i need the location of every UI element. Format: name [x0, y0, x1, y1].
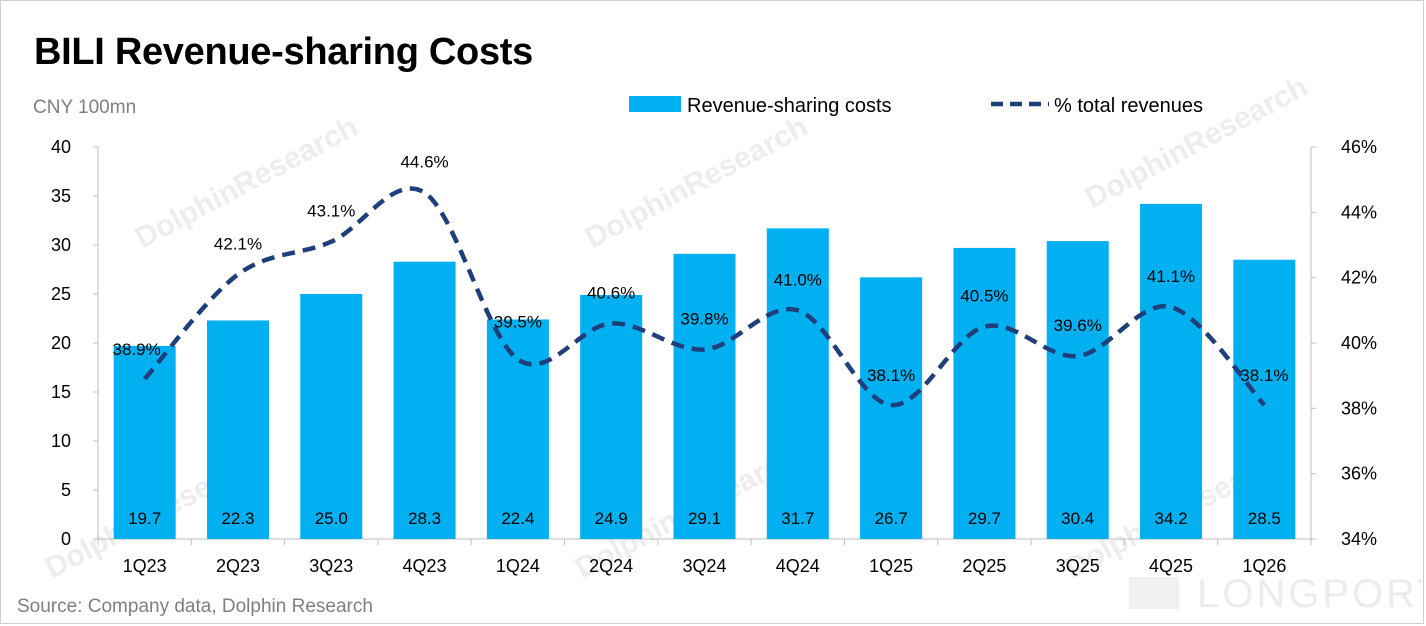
- y-left-tick-label: 25: [51, 284, 71, 304]
- y-left-tick-label: 5: [61, 480, 71, 500]
- pct-data-label: 40.6%: [587, 283, 635, 302]
- bar-data-label: 28.3: [408, 509, 441, 528]
- pct-data-label: 38.1%: [1240, 366, 1288, 385]
- x-tick-label: 1Q26: [1242, 556, 1286, 576]
- bar: [300, 294, 363, 539]
- bars-layer: [113, 203, 1296, 539]
- source-note: Source: Company data, Dolphin Research: [17, 596, 373, 617]
- x-tick-label: 3Q25: [1056, 556, 1100, 576]
- pct-data-label: 43.1%: [307, 202, 355, 221]
- bar: [1233, 259, 1296, 539]
- watermark-text: DolphinResearch: [1080, 70, 1313, 215]
- pct-data-label: 42.1%: [214, 234, 262, 253]
- y-left-tick-label: 40: [51, 137, 71, 157]
- x-tick-label: 4Q24: [776, 556, 820, 576]
- bar: [1046, 241, 1109, 539]
- y-left-tick-label: 30: [51, 235, 71, 255]
- y-right-tick-label: 46%: [1341, 137, 1377, 157]
- bar-data-label: 26.7: [875, 509, 908, 528]
- x-tick-label: 3Q24: [682, 556, 726, 576]
- bar-data-label: 24.9: [595, 509, 628, 528]
- x-tick-label: 1Q23: [123, 556, 167, 576]
- bar-data-label: 25.0: [315, 509, 348, 528]
- y-right-tick-label: 34%: [1341, 529, 1377, 549]
- brand-logo-icon: [1129, 577, 1179, 609]
- x-tick-label: 2Q25: [962, 556, 1006, 576]
- y-right-tick-label: 36%: [1341, 464, 1377, 484]
- bar-data-label: 29.1: [688, 509, 721, 528]
- legend-bar-label: Revenue-sharing costs: [687, 95, 892, 117]
- y-left-tick-label: 10: [51, 431, 71, 451]
- x-tick-label: 3Q23: [309, 556, 353, 576]
- bar-data-label: 30.4: [1061, 509, 1094, 528]
- bar: [1140, 203, 1203, 539]
- bar: [580, 294, 643, 539]
- x-tick-label: 4Q23: [403, 556, 447, 576]
- bar-data-label: 22.4: [501, 509, 534, 528]
- bar-data-label: 31.7: [781, 509, 814, 528]
- y-left-tick-label: 15: [51, 382, 71, 402]
- y-right-tick-label: 44%: [1341, 202, 1377, 222]
- pct-data-label: 38.9%: [113, 340, 161, 359]
- labels-layer: 19.7 22.3 25.0 28.3 22.4 24.9 29.1 31.7 26.7 29.7…: [113, 153, 1289, 528]
- pct-data-label: 39.6%: [1054, 316, 1102, 335]
- pct-data-label: 39.8%: [680, 310, 728, 329]
- watermark-text: DolphinResearch: [130, 110, 363, 255]
- y-right-tick-label: 42%: [1341, 268, 1377, 288]
- legend-bar-swatch: [629, 96, 681, 112]
- chart-title: BILI Revenue-sharing Costs: [34, 31, 533, 73]
- line-layer: [142, 186, 1267, 408]
- unit-label: CNY 100mn: [33, 97, 137, 118]
- legend: Revenue-sharing costs % total revenues: [629, 95, 1203, 117]
- pct-data-label: 38.1%: [867, 366, 915, 385]
- legend-line-label: % total revenues: [1054, 95, 1203, 117]
- pct-data-label: 41.0%: [774, 270, 822, 289]
- pct-data-label: 40.5%: [960, 287, 1008, 306]
- bar: [393, 261, 456, 539]
- bar-data-label: 29.7: [968, 509, 1001, 528]
- bar: [953, 247, 1016, 539]
- bar-data-label: 22.3: [221, 509, 254, 528]
- y-right-tick-label: 40%: [1341, 333, 1377, 353]
- pct-data-label: 44.6%: [400, 153, 448, 172]
- bar: [486, 319, 549, 539]
- y-left-tick-label: 20: [51, 333, 71, 353]
- axes: 0 5 10 15 20 25 30 35 40 34% 36% 38% 40% 42% 44% 46% 1Q2…: [51, 137, 1377, 576]
- bar: [206, 320, 269, 539]
- y-right-tick-label: 38%: [1341, 398, 1377, 418]
- bar: [860, 277, 923, 539]
- y-left-tick-label: 0: [61, 529, 71, 549]
- pct-data-label: 39.5%: [494, 312, 542, 331]
- x-tick-label: 4Q25: [1149, 556, 1193, 576]
- y-left-tick-label: 35: [51, 186, 71, 206]
- bar: [766, 228, 829, 539]
- pct-data-label: 41.1%: [1147, 267, 1195, 286]
- bar-data-label: 34.2: [1154, 509, 1187, 528]
- x-tick-label: 1Q25: [869, 556, 913, 576]
- bar-data-label: 28.5: [1248, 509, 1281, 528]
- x-tick-label: 2Q24: [589, 556, 633, 576]
- x-tick-label: 2Q23: [216, 556, 260, 576]
- bar: [673, 253, 736, 539]
- x-tick-label: 1Q24: [496, 556, 540, 576]
- brand-watermark: LONGPORT: [1197, 572, 1424, 616]
- bar-data-label: 19.7: [128, 509, 161, 528]
